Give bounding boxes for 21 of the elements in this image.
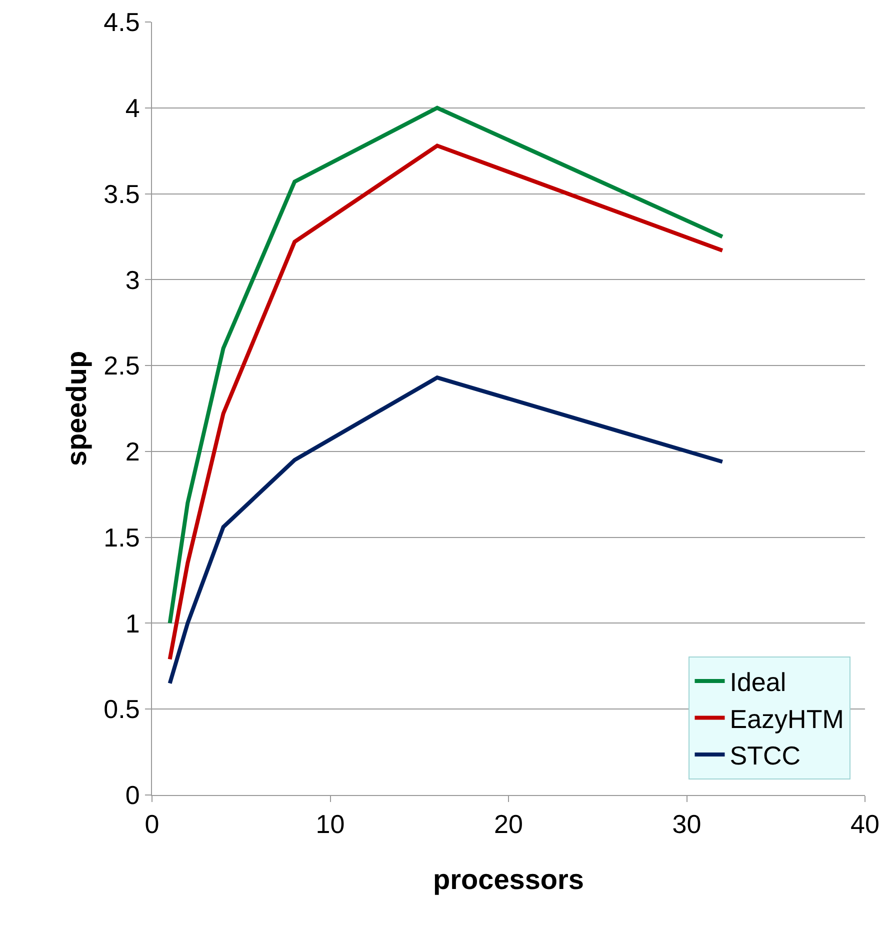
y-tick-label: 1.5 — [104, 522, 140, 552]
x-tick-label: 0 — [144, 809, 160, 840]
y-tick-label: 1 — [125, 608, 140, 638]
x-tick-label: 10 — [316, 809, 345, 840]
x-tick-label: 30 — [672, 809, 702, 840]
legend-label: EazyHTM — [730, 704, 844, 734]
y-axis-title: speedup — [61, 350, 92, 466]
line-series — [168, 376, 724, 686]
y-tick-label: 3.5 — [104, 178, 140, 209]
legend-label: Ideal — [730, 667, 786, 698]
y-tick-label: 2.5 — [104, 350, 140, 381]
y-tick-label: 0.5 — [104, 694, 140, 724]
y-tick-label: 4.5 — [104, 7, 140, 38]
y-tick-label: 0 — [125, 780, 140, 810]
legend-label: STCC — [730, 740, 801, 771]
y-tick-label: 2 — [125, 436, 140, 467]
x-tick-label: 20 — [494, 809, 523, 840]
x-axis-title: processors — [433, 864, 584, 895]
y-tick-label: 4 — [125, 92, 140, 123]
y-tick-label: 3 — [125, 264, 140, 295]
x-tick-label: 40 — [850, 809, 880, 840]
